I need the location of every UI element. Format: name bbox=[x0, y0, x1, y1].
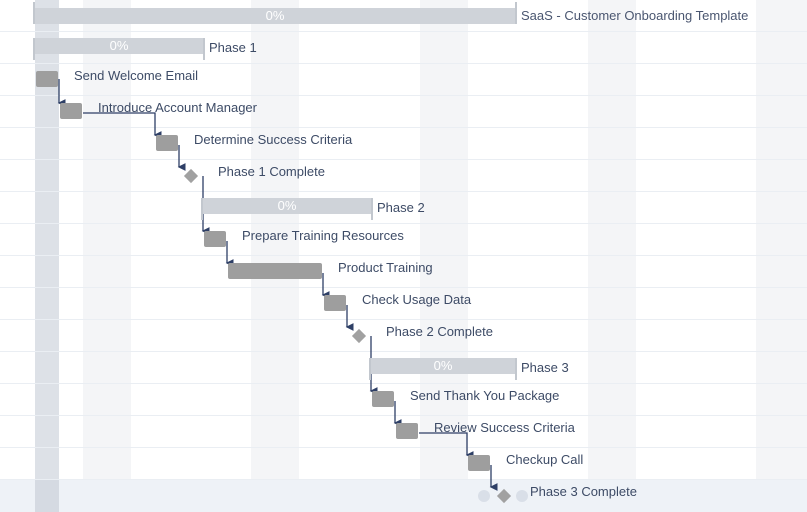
gantt-row bbox=[0, 384, 807, 416]
task-label: Check Usage Data bbox=[362, 292, 472, 307]
weekend-column bbox=[756, 0, 807, 512]
drag-handle-right[interactable] bbox=[516, 490, 528, 502]
task-label: Prepare Training Resources bbox=[242, 228, 404, 243]
gantt-row bbox=[0, 0, 807, 32]
gantt-row bbox=[0, 96, 807, 128]
milestone-label: Phase 1 Complete bbox=[218, 164, 325, 179]
dependency-arrow bbox=[419, 432, 474, 459]
project-title: SaaS - Customer Onboarding Template bbox=[521, 8, 749, 23]
project-progress: 0% bbox=[265, 8, 285, 23]
task-label: Send Welcome Email bbox=[74, 68, 199, 83]
summary-bar-end-cap bbox=[515, 358, 517, 380]
gantt-row bbox=[0, 416, 807, 448]
task-label: Determine Success Criteria bbox=[194, 132, 353, 147]
weekend-column bbox=[420, 0, 468, 512]
summary-bar-end-cap bbox=[33, 2, 35, 24]
task-bar[interactable] bbox=[468, 455, 490, 471]
weekend-column bbox=[251, 0, 299, 512]
gantt-row bbox=[0, 352, 807, 384]
gantt-row bbox=[0, 192, 807, 224]
gantt-row bbox=[0, 32, 807, 64]
weekend-column bbox=[83, 0, 131, 512]
phase-label: Phase 2 bbox=[377, 200, 425, 215]
task-bar[interactable] bbox=[204, 231, 226, 247]
gantt-row bbox=[0, 256, 807, 288]
gantt-row bbox=[0, 448, 807, 480]
task-bar[interactable] bbox=[156, 135, 178, 151]
milestone-label: Phase 2 Complete bbox=[386, 324, 493, 339]
task-bar[interactable] bbox=[324, 295, 346, 311]
task-label: Send Thank You Package bbox=[410, 388, 560, 403]
summary-bar-end-cap bbox=[369, 358, 371, 380]
task-bar[interactable] bbox=[396, 423, 418, 439]
weekend-column bbox=[588, 0, 636, 512]
task-label: Checkup Call bbox=[506, 452, 584, 467]
phase-progress: 0% bbox=[433, 358, 453, 373]
task-bar[interactable] bbox=[372, 391, 394, 407]
project-summary-bar[interactable]: 0% bbox=[33, 2, 517, 24]
gantt-row bbox=[0, 64, 807, 96]
drag-handle-left[interactable] bbox=[478, 490, 490, 502]
summary-bar-end-cap bbox=[515, 2, 517, 24]
summary-bar-end-cap bbox=[201, 198, 203, 220]
gantt-row bbox=[0, 320, 807, 352]
phase-progress: 0% bbox=[109, 38, 129, 53]
dependency-arrow bbox=[83, 112, 162, 139]
phase-label: Phase 3 bbox=[521, 360, 569, 375]
summary-bar-end-cap bbox=[33, 38, 35, 60]
task-label: Review Success Criteria bbox=[434, 420, 575, 435]
phase-summary-bar[interactable]: 0% bbox=[33, 38, 205, 60]
gantt-row bbox=[0, 128, 807, 160]
task-bar[interactable] bbox=[228, 263, 322, 279]
gantt-row bbox=[0, 224, 807, 256]
phase-progress: 0% bbox=[277, 198, 297, 213]
today-column bbox=[35, 480, 59, 512]
summary-bar-end-cap bbox=[203, 38, 205, 60]
phase-summary-bar[interactable]: 0% bbox=[201, 198, 373, 220]
phase-summary-bar[interactable]: 0% bbox=[369, 358, 517, 380]
milestone-label: Phase 3 Complete bbox=[530, 484, 637, 499]
task-bar[interactable] bbox=[60, 103, 82, 119]
phase-label: Phase 1 bbox=[209, 40, 257, 55]
task-label: Introduce Account Manager bbox=[98, 100, 257, 115]
task-label: Product Training bbox=[338, 260, 433, 275]
gantt-row-selected[interactable] bbox=[0, 480, 807, 512]
gantt-row bbox=[0, 288, 807, 320]
gantt-row bbox=[0, 160, 807, 192]
task-bar[interactable] bbox=[36, 71, 58, 87]
summary-bar-end-cap bbox=[371, 198, 373, 220]
